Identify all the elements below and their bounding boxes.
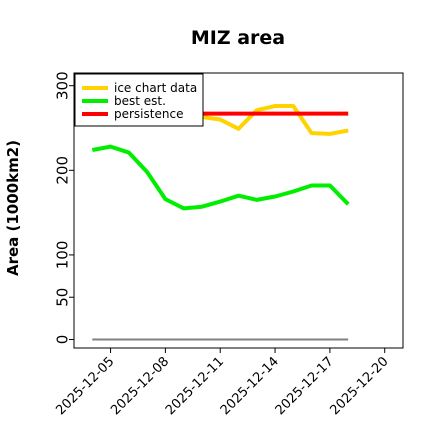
legend-label: persistence	[114, 107, 183, 121]
x-tick-label: 2025-12-20	[328, 354, 392, 418]
series-layer	[91, 104, 350, 341]
y-tick-label: 100	[54, 241, 72, 270]
x-tick-label: 2025-12-08	[108, 354, 172, 418]
x-tick-label: 2025-12-05	[53, 354, 117, 418]
legend-label: best est.	[114, 94, 166, 108]
y-tick-label: 300	[54, 71, 72, 100]
plot-border	[73, 72, 404, 349]
x-tick-label: 2025-12-14	[218, 354, 282, 418]
x-tick-label: 2025-12-17	[273, 354, 337, 418]
y-axis-ticks: 0 50 100 200 300	[54, 71, 74, 345]
legend-label: ice chart data	[114, 81, 197, 95]
series-line-best-est	[91, 144, 350, 211]
x-tick-label: 2025-12-11	[163, 354, 227, 418]
plot-frame	[73, 72, 404, 349]
y-tick-label: 50	[54, 288, 72, 307]
y-tick-label: 0	[54, 335, 72, 345]
x-axis-ticks: 2025-12-052025-12-082025-12-112025-12-14…	[53, 348, 392, 418]
y-axis-label: Area (1000km2)	[4, 140, 22, 276]
y-tick-label: 200	[54, 156, 72, 185]
series-line-ice-chart-data	[183, 104, 349, 136]
chart-title: MIZ area	[191, 27, 285, 49]
